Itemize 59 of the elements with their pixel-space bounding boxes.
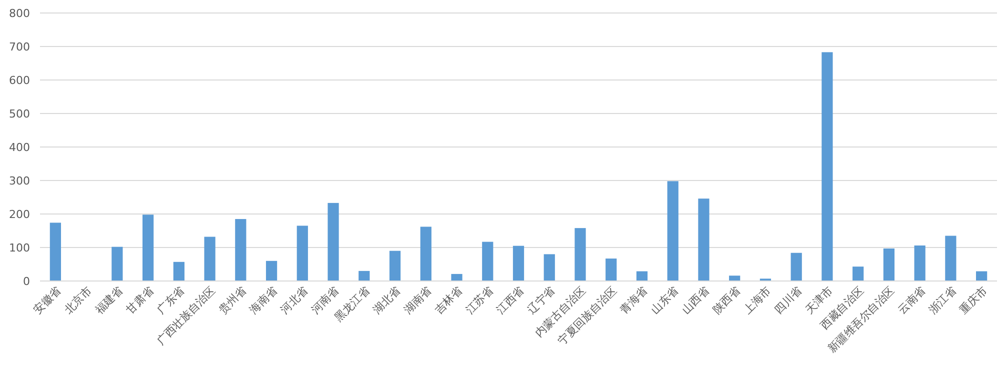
x-tick-label: 陕西省 [710,284,743,316]
bar [667,181,678,281]
y-tick-label: 800 [9,7,30,20]
bar [328,202,339,281]
bar [142,214,154,281]
bar [451,274,462,281]
y-tick-label: 700 [9,40,30,54]
bar [512,246,524,281]
bar [729,276,740,281]
bar [482,242,494,281]
x-tick-label: 河北省 [278,284,311,316]
y-tick-label: 100 [9,242,30,254]
x-tick-label: 海南省 [247,284,280,316]
x-tick-label: 重庆市 [957,284,990,316]
bar [420,226,432,281]
bar [544,254,555,281]
bar [822,52,833,281]
y-tick-label: 0 [23,275,30,288]
y-tick-label: 300 [9,174,30,188]
x-tick-label: 甘肃省 [124,284,156,316]
bar [112,246,123,281]
bar [606,258,617,281]
x-tick-label: 江西省 [494,284,527,316]
bar [50,222,61,281]
x-tick-label: 江苏省 [463,284,496,316]
x-tick-label: 湖北省 [370,284,404,316]
x-tick-label: 上海市 [741,284,774,316]
bar [790,252,802,281]
bar [914,245,926,281]
x-tick-label: 贵州省 [216,284,249,316]
bar [296,226,308,281]
bar [636,271,648,281]
bar [389,250,401,281]
y-tick-label: 500 [9,108,30,120]
x-tick-label: 山东省 [648,284,681,316]
x-tick-label: 安徽省 [31,284,64,316]
bar [852,266,864,281]
bar [235,219,246,281]
x-tick-label: 湖南省 [401,284,434,316]
x-tick-label: 青海省 [618,284,650,316]
bar [358,270,370,281]
bar [976,271,988,281]
x-tick-label: 吉林省 [432,284,465,316]
x-tick-label: 四川省 [772,284,804,316]
bar [574,228,586,281]
x-tick-label: 福建省 [92,284,126,316]
x-tick-label: 浙江省 [926,284,959,316]
bar [698,198,710,281]
x-tick-label: 山西省 [679,284,712,316]
x-tick-label: 北京市 [62,284,94,316]
bar [173,262,184,281]
bar [266,260,278,281]
y-tick-label: 600 [9,74,30,87]
bar [945,236,956,281]
x-tick-label: 云南省 [895,284,928,316]
y-tick-label: 400 [9,141,30,154]
bar [883,248,895,281]
y-tick-label: 200 [9,208,30,221]
bar [204,236,216,281]
